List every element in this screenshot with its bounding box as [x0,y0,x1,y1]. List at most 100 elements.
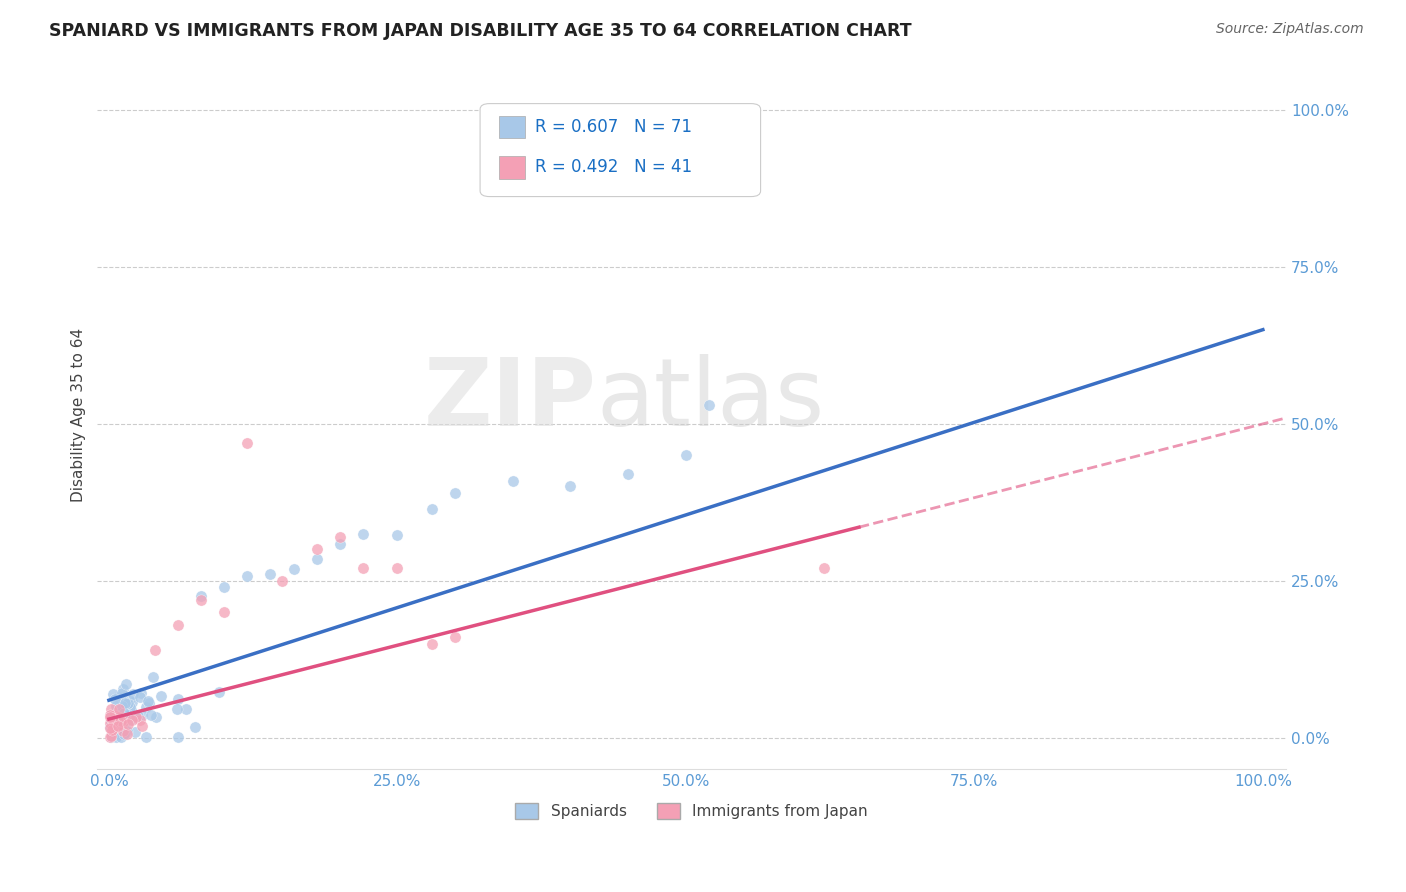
Point [190,589,212,603]
Point [104,692,127,706]
Point [108,706,131,720]
Point [115,677,138,691]
Point [167,731,190,745]
FancyBboxPatch shape [499,116,526,138]
Point [444,631,467,645]
Point [111,685,134,699]
Point [697,398,720,412]
Text: SPANIARD VS IMMIGRANTS FROM JAPAN DISABILITY AGE 35 TO 64 CORRELATION CHART: SPANIARD VS IMMIGRANTS FROM JAPAN DISABI… [49,22,912,40]
Point [128,690,150,705]
Point [167,618,190,632]
Point [121,713,143,727]
Point [166,702,188,716]
Point [100,731,122,745]
Point [131,708,153,723]
Point [110,714,132,729]
Point [107,717,129,731]
Point [112,726,135,740]
Point [167,692,190,706]
Point [103,708,125,723]
Point [675,448,697,462]
Point [111,720,134,734]
Point [101,687,124,701]
Point [111,681,134,696]
Point [117,708,139,723]
Point [115,724,138,739]
Point [98,720,121,734]
Point [214,581,236,595]
Point [145,710,167,724]
FancyBboxPatch shape [479,103,761,196]
Point [120,713,142,727]
Point [305,542,328,557]
Point [115,727,138,741]
Point [107,690,129,705]
Point [104,715,127,730]
Point [129,686,152,700]
Point [129,713,152,727]
Point [271,574,294,588]
Point [115,697,138,711]
Point [103,714,125,728]
Point [105,699,128,714]
Point [259,567,281,582]
Text: ZIP: ZIP [423,354,596,446]
Point [352,527,374,541]
Point [150,690,173,704]
Point [100,729,122,743]
Point [190,592,212,607]
Point [305,552,328,566]
Point [107,717,129,731]
Text: R = 0.492   N = 41: R = 0.492 N = 41 [534,159,692,177]
Text: atlas: atlas [596,354,825,446]
Point [502,474,524,488]
Point [117,696,139,710]
Point [111,699,134,714]
Point [329,530,352,544]
Point [813,561,835,575]
Point [142,670,165,684]
Point [101,720,124,734]
Point [387,528,409,542]
Point [108,702,131,716]
Point [98,709,121,723]
Point [104,731,127,745]
Point [114,705,136,719]
Point [352,561,374,575]
Point [101,721,124,735]
Point [135,699,157,714]
Point [98,716,121,731]
Point [139,708,162,723]
Point [208,684,231,698]
FancyBboxPatch shape [499,156,526,178]
Point [236,435,259,450]
Point [112,706,135,721]
Text: Source: ZipAtlas.com: Source: ZipAtlas.com [1216,22,1364,37]
Point [100,701,122,715]
Point [121,695,143,709]
Point [100,715,122,730]
Point [131,719,153,733]
Point [143,643,166,657]
Point [110,730,132,744]
Point [420,501,443,516]
Point [444,486,467,500]
Point [283,561,305,575]
Point [560,479,582,493]
Point [127,709,149,723]
Point [118,707,141,722]
Point [214,605,236,619]
Point [100,708,122,723]
Point [120,703,142,717]
Point [114,697,136,711]
Point [114,725,136,739]
Point [120,700,142,714]
Point [101,723,124,738]
Legend: Spaniards, Immigrants from Japan: Spaniards, Immigrants from Japan [509,797,875,825]
Point [115,725,138,739]
Point [101,714,124,728]
Point [107,727,129,741]
Point [98,707,121,722]
Point [118,693,141,707]
Point [236,569,259,583]
